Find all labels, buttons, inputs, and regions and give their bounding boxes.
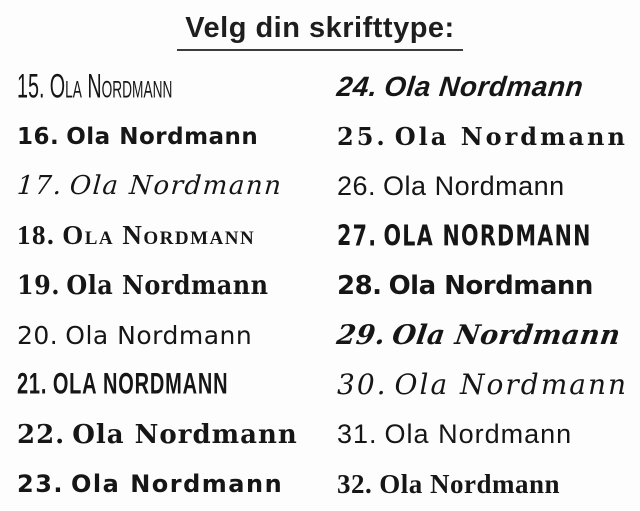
font-number: 32. bbox=[337, 468, 373, 499]
font-name: Ola Nordmann bbox=[66, 123, 259, 150]
font-sample-19: 19. Ola Nordmann bbox=[0, 261, 320, 311]
font-name: Ola Nordmann bbox=[394, 122, 628, 151]
font-name: Ola Nordmann bbox=[72, 419, 298, 450]
font-column-left: 15. Ola Nordmann 16. Ola Nordmann 17. Ola N… bbox=[0, 62, 320, 509]
font-number: 23. bbox=[17, 470, 65, 499]
font-name: Ola Nordmann bbox=[382, 70, 586, 102]
font-sample-30: 30. Ola Nordmann bbox=[320, 360, 640, 410]
font-name: Ola Nordmann bbox=[49, 66, 173, 106]
font-sample-27: 27. Ola Nordmann bbox=[320, 211, 640, 261]
font-number: 29. bbox=[334, 319, 388, 351]
font-number: 31. bbox=[337, 419, 378, 450]
font-name: Ola Nordmann bbox=[379, 468, 561, 499]
font-name: Ola Nordmann bbox=[71, 470, 284, 499]
font-sample-32: 32. Ola Nordmann bbox=[320, 459, 640, 509]
font-number: 18. bbox=[17, 220, 56, 251]
font-name: Ola Nordmann bbox=[65, 320, 253, 350]
font-sample-31: 31. Ola Nordmann bbox=[320, 410, 640, 460]
font-column-right: 24. Ola Nordmann 25. Ola Nordmann 26. Ola N… bbox=[320, 62, 640, 509]
page-title: Velg din skrifttype: bbox=[177, 12, 463, 51]
font-name: Ola Nordmann bbox=[68, 171, 284, 202]
font-sample-28: 28. Ola Nordmann bbox=[320, 261, 640, 311]
font-number: 25. bbox=[337, 122, 388, 151]
font-sample-24: 24. Ola Nordmann bbox=[320, 62, 640, 112]
font-sample-22: 22. Ola Nordmann bbox=[0, 410, 320, 460]
font-name: Ola Nordmann bbox=[384, 419, 573, 450]
font-name: Ola Nordmann bbox=[394, 368, 629, 402]
font-number: 21. bbox=[17, 367, 48, 401]
font-sample-15: 15. Ola Nordmann bbox=[0, 62, 320, 112]
font-sample-26: 26. Ola Nordmann bbox=[320, 161, 640, 211]
font-name: Ola Nordmann bbox=[383, 219, 592, 253]
font-number: 28. bbox=[337, 270, 382, 301]
font-sample-columns: 15. Ola Nordmann 16. Ola Nordmann 17. Ola N… bbox=[0, 62, 640, 509]
font-number: 15. bbox=[17, 66, 45, 106]
font-number: 20. bbox=[17, 320, 59, 350]
font-number: 27. bbox=[337, 219, 378, 253]
font-number: 17. bbox=[15, 171, 64, 202]
font-number: 30. bbox=[337, 368, 388, 402]
title-wrap: Velg din skrifttype: bbox=[0, 12, 640, 51]
font-name: Ola Nordmann bbox=[66, 270, 269, 301]
font-sample-18: 18. Ola Nordmann bbox=[0, 211, 320, 261]
font-name: Ola Nordmann bbox=[62, 220, 256, 251]
font-sample-29: 29.Ola Nordmann bbox=[320, 310, 640, 360]
font-name: Ola Nordmann bbox=[390, 319, 623, 351]
font-name: Ola Nordmann bbox=[52, 367, 229, 401]
font-sample-23: 23. Ola Nordmann bbox=[0, 459, 320, 509]
font-name: Ola Nordmann bbox=[383, 170, 565, 201]
font-number: 19. bbox=[17, 270, 60, 301]
font-number: 16. bbox=[17, 123, 60, 150]
font-name: Ola Nordmann bbox=[388, 270, 594, 301]
font-number: 22. bbox=[17, 419, 66, 450]
font-sample-20: 20. Ola Nordmann bbox=[0, 310, 320, 360]
font-sample-25: 25. Ola Nordmann bbox=[320, 112, 640, 162]
font-sample-16: 16. Ola Nordmann bbox=[0, 112, 320, 162]
font-number: 26. bbox=[337, 170, 377, 201]
font-number: 24. bbox=[335, 70, 380, 102]
font-sample-17: 17. Ola Nordmann bbox=[0, 161, 320, 211]
font-sample-21: 21. Ola Nordmann bbox=[0, 360, 320, 410]
